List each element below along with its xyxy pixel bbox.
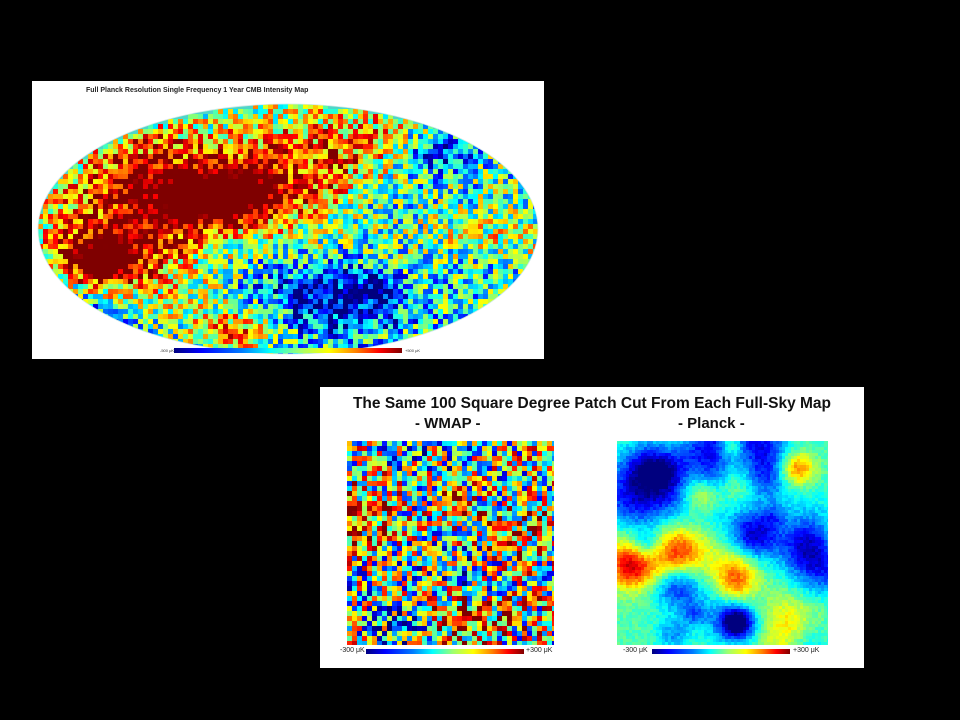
planck-patch-map (617, 441, 828, 645)
comparison-title: The Same 100 Square Degree Patch Cut Fro… (352, 395, 832, 412)
full-sky-colorbar (174, 348, 402, 353)
wmap-colorbar-max: +300 μK (526, 647, 553, 654)
patch-comparison-panel: The Same 100 Square Degree Patch Cut Fro… (320, 387, 864, 668)
full-sky-map-figure (37, 103, 539, 355)
wmap-label: - WMAP - (415, 415, 481, 432)
full-sky-colorbar-max: +500 μK (405, 348, 421, 353)
full-sky-map-title: Full Planck Resolution Single Frequency … (86, 87, 309, 94)
planck-label: - Planck - (678, 415, 745, 432)
planck-colorbar (652, 649, 790, 654)
planck-colorbar-max: +300 μK (793, 647, 820, 654)
wmap-colorbar-min: -300 μK (340, 647, 365, 654)
wmap-colorbar (366, 649, 524, 654)
planck-colorbar-min: -300 μK (623, 647, 648, 654)
full-sky-colorbar-min: -500 μK (160, 348, 175, 353)
wmap-patch-map (347, 441, 554, 645)
full-sky-map-panel: Full Planck Resolution Single Frequency … (32, 81, 544, 359)
cmb-sky-ellipse (38, 104, 538, 354)
